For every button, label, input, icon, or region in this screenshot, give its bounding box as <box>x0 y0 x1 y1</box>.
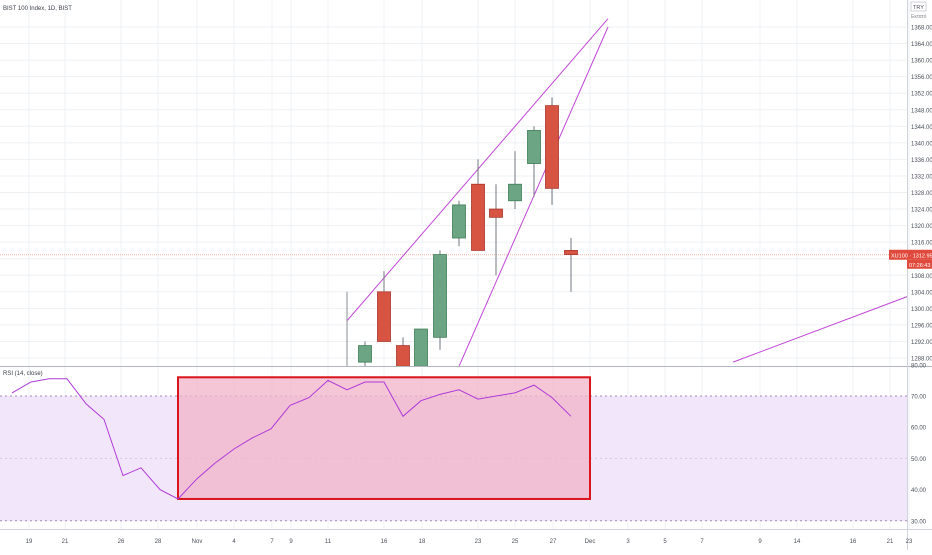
price-tick-label: 1304.00 <box>911 290 932 296</box>
candle[interactable] <box>471 159 485 251</box>
price-tick-label: 1316.00 <box>911 241 932 247</box>
price-tick-label: 1364.00 <box>911 42 932 48</box>
time-axis-label: 18 <box>419 539 426 545</box>
last-price-tag <box>889 249 932 260</box>
price-tick-label: 1300.00 <box>911 307 932 313</box>
symbol-header: BIST 100 Index, 1D, BIST <box>3 6 72 12</box>
candle[interactable] <box>489 184 503 276</box>
price-tick-label: 1344.00 <box>911 125 932 131</box>
price-tick-label: 1352.00 <box>911 92 932 98</box>
rsi-tick-label: 60.00 <box>911 426 927 432</box>
candle[interactable] <box>377 271 391 342</box>
time-axis-label: 16 <box>381 539 388 545</box>
candle-body <box>377 291 391 342</box>
price-tick-label: 1296.00 <box>911 323 932 329</box>
countdown-tag <box>907 259 932 269</box>
price-tick-label: 1348.00 <box>911 108 932 114</box>
time-axis-label: 23 <box>906 539 913 545</box>
scale-mode-label: Εκτατό <box>911 13 927 20</box>
price-tick-label: 1332.00 <box>911 174 932 180</box>
time-axis-label: Nov <box>192 539 203 545</box>
candle-body <box>564 250 578 255</box>
rsi-tick-label: 40.00 <box>911 488 927 494</box>
rsi-panel-label: RSI (14, close) <box>3 371 43 377</box>
candle[interactable] <box>564 238 578 292</box>
time-axis-label: 4 <box>232 539 236 545</box>
rsi-tick-label: 30.00 <box>911 519 927 525</box>
candle-body <box>433 254 447 338</box>
candle-body <box>396 345 410 366</box>
trendline-3[interactable] <box>732 296 909 363</box>
candle-body <box>471 183 485 251</box>
rsi-pane[interactable] <box>0 376 907 522</box>
time-axis-label: Dec <box>585 539 596 545</box>
candle[interactable] <box>358 341 372 370</box>
time-axis-label: 27 <box>550 539 557 545</box>
price-tick-label: 1340.00 <box>911 141 932 147</box>
candle[interactable] <box>508 151 522 210</box>
time-axis-label: 23 <box>475 539 482 545</box>
candle[interactable] <box>527 126 541 197</box>
time-axis-label: 11 <box>325 539 332 545</box>
price-tick-label: 1360.00 <box>911 59 932 65</box>
candle-body <box>489 208 503 218</box>
currency-label: TRY <box>913 5 924 11</box>
price-tick-label: 1336.00 <box>911 158 932 164</box>
time-axis-label: 21 <box>62 539 69 545</box>
price-tick-label: 1328.00 <box>911 191 932 197</box>
price-tick-label: 1356.00 <box>911 75 932 81</box>
time-axis-label: 5 <box>663 539 667 545</box>
candle-body <box>545 105 559 189</box>
price-tick-label: 1324.00 <box>911 208 932 214</box>
price-tick-label: 1368.00 <box>911 26 932 32</box>
time-axis-label: 14 <box>794 539 801 545</box>
time-axis-label: 26 <box>118 539 125 545</box>
time-axis-label: 9 <box>758 539 762 545</box>
candle-body <box>452 204 466 239</box>
candle-body <box>358 345 372 363</box>
time-axis-label: 21 <box>887 539 894 545</box>
candle[interactable] <box>452 200 466 247</box>
price-tick-label: 1320.00 <box>911 224 932 230</box>
candle[interactable] <box>545 97 559 205</box>
last-price-tag-label: XU100 · 1312.95 <box>891 253 932 259</box>
rsi-tick-label: 80.00 <box>911 363 927 369</box>
countdown-tag-label: 07:26:43 <box>909 263 930 269</box>
rsi-tick-label: 50.00 <box>911 457 927 463</box>
candle[interactable] <box>414 328 428 370</box>
candle-body <box>414 328 428 366</box>
time-axis-label: 19 <box>26 539 33 545</box>
candle[interactable] <box>433 250 447 350</box>
rsi-highlight-rectangle[interactable] <box>177 376 591 500</box>
time-axis-label: 7 <box>270 539 274 545</box>
time-axis-label: 7 <box>700 539 704 545</box>
time-axis-label: 3 <box>626 539 630 545</box>
price-tick-label: 1288.00 <box>911 357 932 363</box>
time-axis-label: 9 <box>289 539 293 545</box>
overlay: BIST 100 Index, 1D, BIST RSI (14, close) <box>3 6 72 377</box>
price-tick-label: 1308.00 <box>911 274 932 280</box>
candle[interactable] <box>396 337 410 374</box>
time-axis-label: 25 <box>512 539 519 545</box>
candle-body <box>508 183 522 202</box>
price-tick-label: 1292.00 <box>911 340 932 346</box>
currency-box[interactable] <box>910 1 927 12</box>
price-pane[interactable] <box>0 18 909 375</box>
rsi-tick-label: 70.00 <box>911 395 927 401</box>
candle-body <box>527 130 541 164</box>
time-axis-label: 28 <box>155 539 162 545</box>
time-axis-label: 16 <box>850 539 857 545</box>
rsi-line[interactable] <box>11 378 572 500</box>
